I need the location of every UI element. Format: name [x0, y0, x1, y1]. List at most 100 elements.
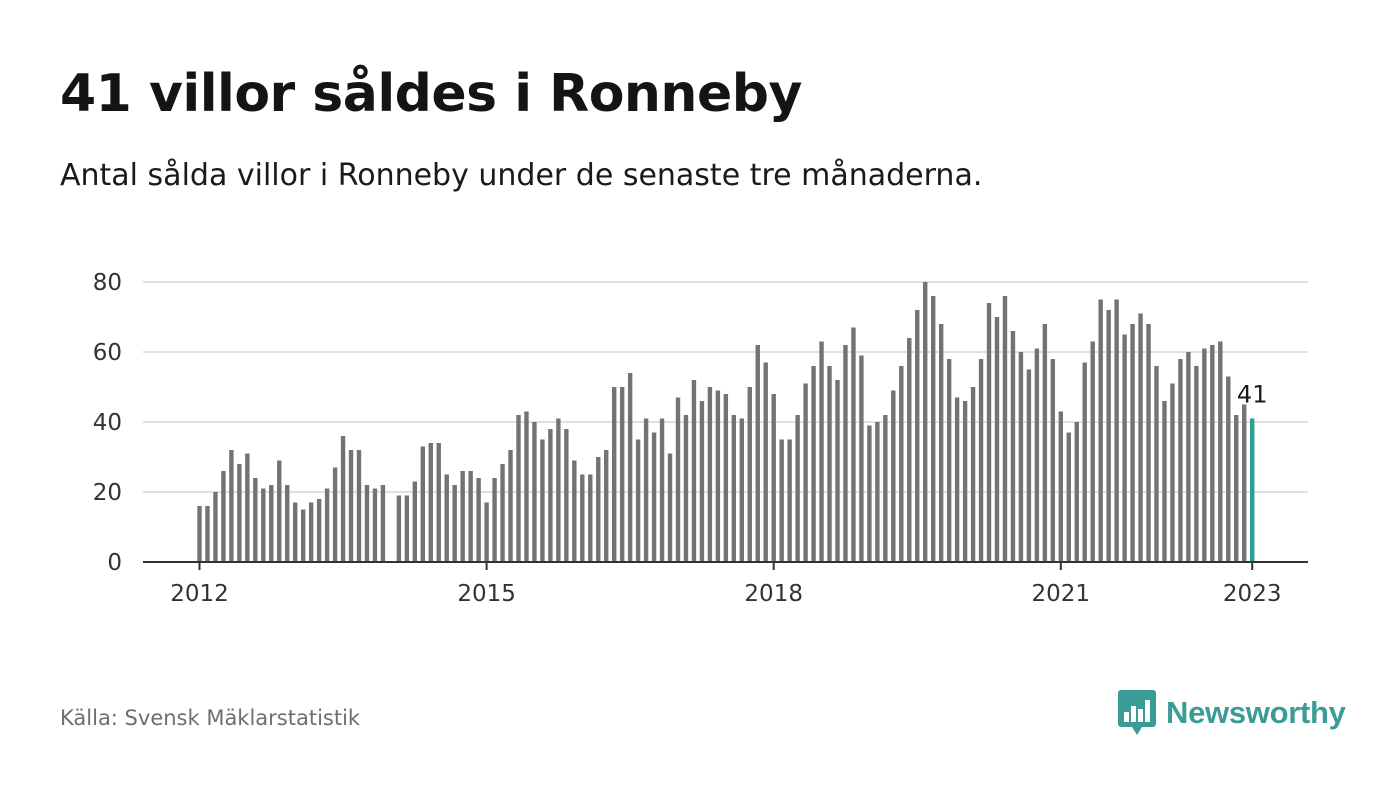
x-tick-label: 2023 [1223, 581, 1282, 607]
bar [572, 460, 577, 562]
bar [548, 429, 553, 562]
bar [931, 296, 936, 562]
bar [643, 418, 649, 562]
y-tick-label: 80 [93, 270, 122, 296]
bar [946, 359, 952, 562]
bar [1042, 324, 1048, 562]
bar [970, 387, 976, 562]
bar [540, 439, 545, 562]
latest-value-label: 41 [1237, 381, 1268, 409]
bar [1242, 404, 1247, 562]
bar [915, 310, 920, 562]
bar [811, 366, 816, 562]
newsworthy-logo-icon [1118, 690, 1156, 735]
bar [221, 471, 226, 562]
bar [1162, 401, 1167, 562]
bar [580, 474, 585, 562]
chart-subtitle: Antal sålda villor i Ronneby under de se… [60, 158, 983, 193]
bar [747, 387, 752, 562]
bar [1178, 359, 1183, 562]
y-tick-label: 0 [107, 550, 122, 576]
bar [269, 485, 274, 562]
bar [651, 432, 657, 562]
bar [1010, 331, 1016, 562]
bar [229, 450, 234, 562]
chart-title: 41 villor såldes i Ronneby [60, 64, 802, 124]
bar-chart: 0 20 40 60 80 2012 2015 2018 2021 2023 41 [93, 270, 1308, 607]
bar [1170, 383, 1175, 562]
bar [444, 474, 449, 562]
bar [859, 355, 864, 562]
bar [715, 390, 721, 562]
bar [1210, 345, 1215, 562]
bar [779, 439, 784, 562]
bar [851, 327, 856, 562]
bar [907, 338, 912, 562]
bar [771, 394, 776, 562]
bar [364, 485, 370, 562]
bar [420, 446, 425, 562]
bar [875, 422, 880, 562]
bar [1058, 411, 1063, 562]
bar [883, 415, 888, 562]
bar [1018, 352, 1024, 562]
bar [675, 397, 681, 562]
bar [372, 488, 378, 562]
bar [237, 464, 242, 562]
bar [340, 436, 346, 562]
bar [795, 415, 800, 562]
bar [1226, 376, 1231, 562]
bar [1194, 366, 1199, 562]
y-tick-label: 40 [93, 410, 122, 436]
bar [1090, 341, 1095, 562]
bar [691, 380, 697, 562]
bar [612, 387, 617, 562]
bar [731, 415, 737, 562]
bar [1154, 366, 1159, 562]
bar [484, 502, 489, 562]
bar [763, 362, 768, 562]
bars [197, 282, 1255, 562]
x-tick-label: 2018 [744, 581, 803, 607]
bar [938, 324, 944, 562]
y-tick-label: 20 [93, 480, 122, 506]
bar [899, 366, 904, 562]
bar [300, 509, 306, 562]
bar [659, 418, 665, 562]
bar [245, 453, 250, 562]
bar [380, 485, 386, 562]
bar [1050, 359, 1056, 562]
bar [635, 439, 641, 562]
bar [452, 485, 457, 562]
bar [348, 450, 354, 562]
bar [954, 397, 960, 562]
newsworthy-logo: Newsworthy [1118, 690, 1346, 736]
bar [524, 411, 529, 562]
source-note: Källa: Svensk Mäklarstatistik [60, 706, 361, 730]
bar [492, 478, 497, 562]
bar [619, 387, 625, 562]
x-tick-label: 2015 [457, 581, 516, 607]
bar [324, 488, 330, 562]
bar [476, 478, 481, 562]
bar [412, 481, 418, 562]
bar [667, 453, 673, 562]
bar [1234, 415, 1239, 562]
bar [205, 506, 210, 562]
x-tick-label: 2021 [1032, 581, 1091, 607]
bar [285, 485, 290, 562]
bar [755, 345, 760, 562]
bar [213, 492, 218, 562]
bar [564, 429, 569, 562]
bar [396, 495, 402, 562]
bar [962, 401, 968, 562]
bar [1082, 362, 1087, 562]
bar [994, 317, 1000, 562]
bar [532, 422, 537, 562]
labels: 0 20 40 60 80 2012 2015 2018 2021 2023 41 [93, 270, 1282, 607]
bar [197, 506, 202, 562]
bar [316, 499, 322, 562]
bar [460, 471, 465, 562]
bar [627, 373, 633, 562]
bar [835, 380, 840, 562]
